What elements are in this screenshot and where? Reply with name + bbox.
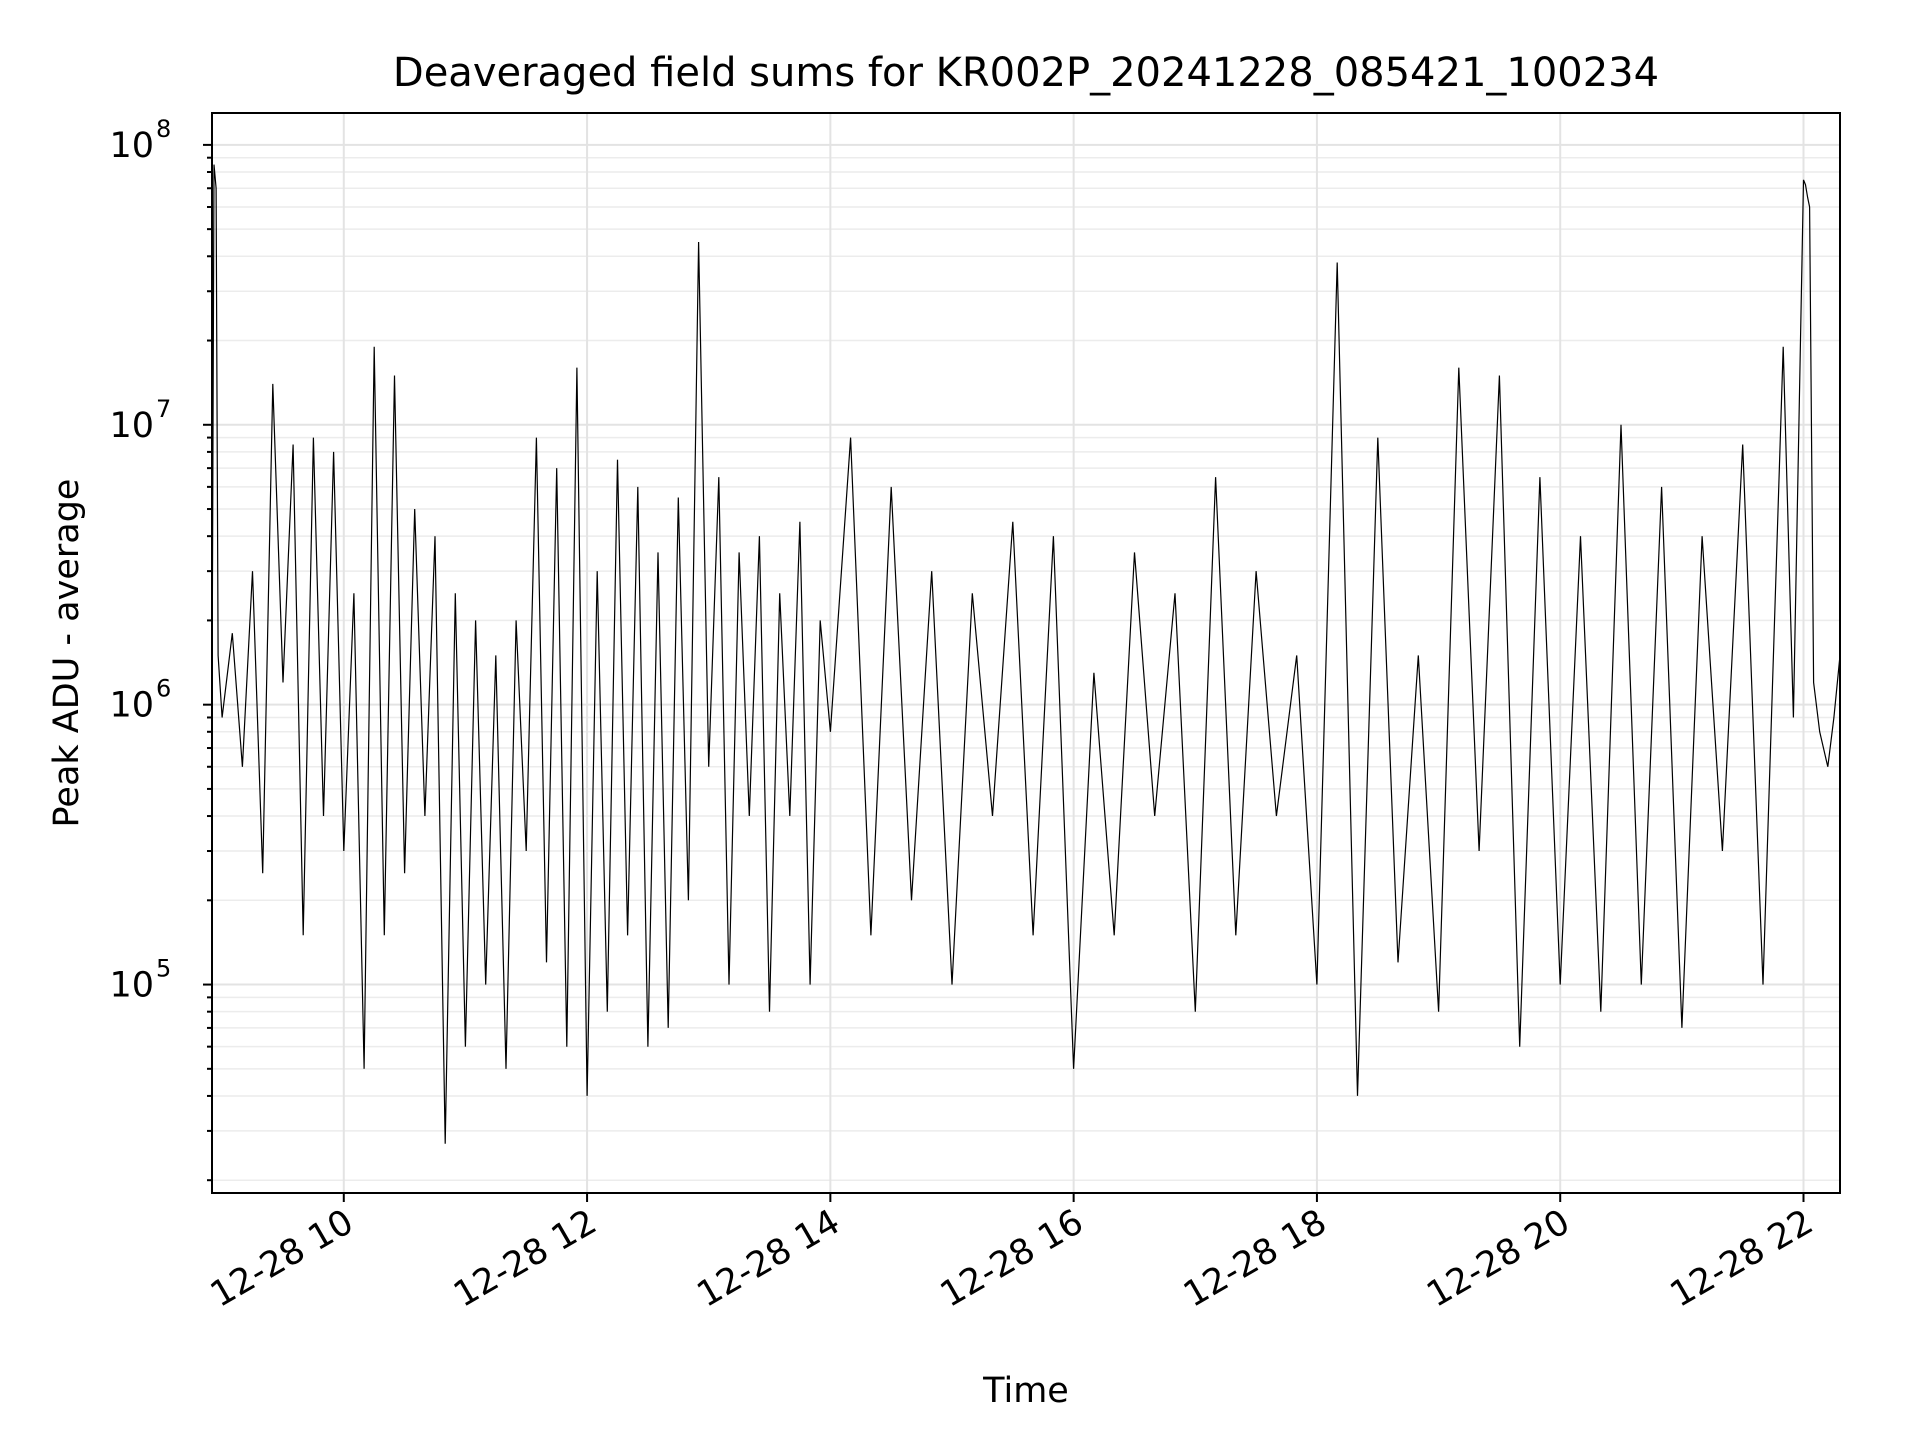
grid-lines: [212, 113, 1840, 1193]
x-tick-label: 12-28 18: [1177, 1202, 1333, 1315]
y-tick-label: 10: [109, 966, 154, 1006]
x-tick-label: 12-28 16: [934, 1202, 1090, 1315]
y-tick-base: 10: [109, 686, 154, 726]
x-tick-label: 12-28 10: [204, 1202, 360, 1315]
chart-title: Deaveraged field sums for KR002P_2024122…: [393, 50, 1659, 96]
y-tick-exponent: 7: [156, 395, 171, 423]
x-tick-label: 12-28 14: [691, 1202, 847, 1315]
series-group: [211, 164, 1841, 1144]
y-tick-exponent: 5: [156, 955, 171, 983]
series-line-0: [211, 164, 1841, 1144]
y-tick-base: 10: [109, 126, 154, 166]
y-tick-label: 10: [109, 406, 154, 446]
x-tick-label: 12-28 20: [1420, 1202, 1576, 1315]
x-axis-label: Time: [982, 1371, 1069, 1411]
y-tick-exponent: 6: [156, 675, 171, 703]
plot-frame: [211, 112, 1841, 1194]
y-tick-label: 10: [109, 126, 154, 166]
y-tick-label: 10: [109, 686, 154, 726]
y-tick-base: 10: [109, 406, 154, 446]
y-axis-label: Peak ADU - average: [47, 479, 87, 828]
x-tick-label: 12-28 12: [447, 1202, 603, 1315]
y-tick-base: 10: [109, 966, 154, 1006]
x-tick-label: 12-28 22: [1664, 1202, 1820, 1315]
y-tick-exponent: 8: [156, 115, 171, 143]
x-tick-labels: 12-28 10 12-28 12 12-28 14 12-28 16 12-28 18…: [204, 1202, 1820, 1315]
tick-marks: [203, 143, 1805, 1202]
